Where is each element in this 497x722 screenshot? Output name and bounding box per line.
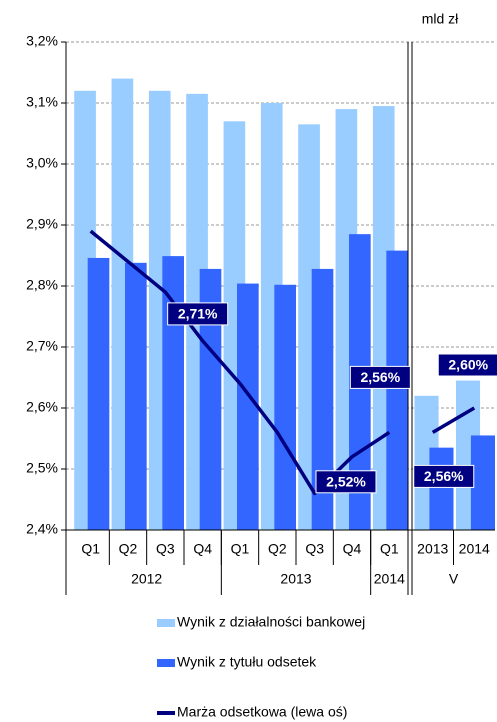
data-label: 2,60% — [448, 357, 488, 373]
data-label: 2,52% — [326, 474, 366, 490]
x-tick-label: 2013 — [417, 541, 448, 557]
legend-swatch — [157, 619, 175, 627]
x-tick-label: Q1 — [380, 541, 399, 557]
data-label-box — [315, 470, 377, 494]
x-tick-label: Q1 — [81, 541, 100, 557]
line-series — [89, 229, 391, 496]
group-label: 2014 — [374, 571, 405, 587]
x-tick-label: Q2 — [268, 541, 287, 557]
legend-label: Wynik z działalności bankowej — [177, 614, 365, 630]
bar — [87, 257, 110, 530]
data-label: 2,56% — [424, 468, 464, 484]
x-tick-label: Q3 — [156, 541, 175, 557]
data-label-box — [349, 365, 411, 389]
x-tick-label: Q4 — [193, 541, 212, 557]
bar — [125, 262, 147, 530]
group-label: 2013 — [280, 571, 311, 587]
bar — [311, 268, 334, 530]
x-tick-label: Q4 — [343, 541, 362, 557]
bar — [429, 447, 454, 530]
bar — [162, 256, 184, 530]
y-tick-label: 2,4% — [26, 521, 58, 537]
y-tick-label: 3,0% — [26, 155, 58, 171]
legend-label: Marża odsetkowa (lewa oś) — [177, 704, 347, 720]
group-label: 2012 — [131, 571, 162, 587]
bar — [470, 435, 495, 530]
y-tick-label: 2,8% — [26, 277, 58, 293]
y-tick-label: 2,5% — [26, 460, 58, 476]
y-tick-label: 2,6% — [26, 399, 58, 415]
bar — [199, 268, 222, 530]
x-tick-label: Q2 — [119, 541, 138, 557]
data-label: 2,71% — [178, 306, 218, 322]
legend-swatch — [157, 659, 175, 667]
x-tick-label: Q3 — [305, 541, 324, 557]
data-label-box — [413, 464, 475, 488]
bar — [237, 283, 259, 530]
y-tick-label: 2,7% — [26, 338, 58, 354]
x-tick-label: Q1 — [231, 541, 250, 557]
data-label-box — [167, 302, 229, 326]
data-label-box — [437, 353, 497, 377]
bar — [386, 250, 408, 530]
y-tick-label: 3,2% — [26, 33, 58, 49]
x-tick-label: 2014 — [459, 541, 490, 557]
data-label: 2,56% — [360, 369, 400, 385]
y-tick-label: 3,1% — [26, 94, 58, 110]
group-label: V — [449, 571, 459, 587]
bar — [274, 284, 296, 530]
y-tick-label: 2,9% — [26, 216, 58, 232]
legend-label: Wynik z tytułu odsetek — [177, 654, 317, 670]
line-series — [431, 406, 476, 434]
unit-annotation: mld zł — [422, 11, 459, 27]
